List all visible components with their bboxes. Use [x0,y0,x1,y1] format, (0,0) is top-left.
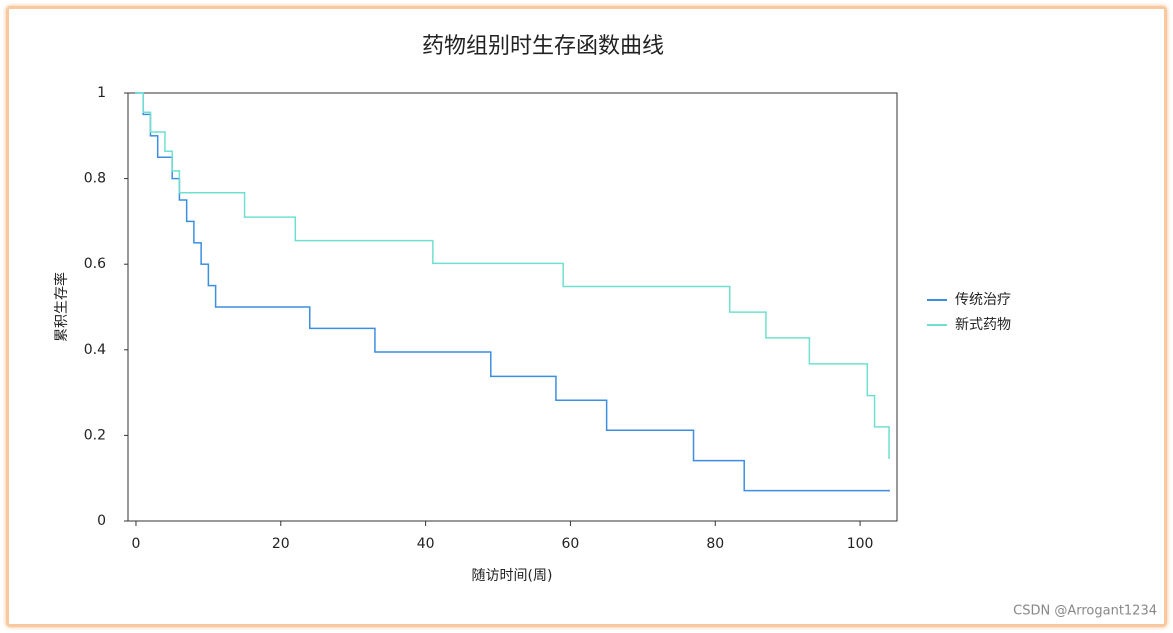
y-tick-label: 0.2 [84,427,106,443]
frame [6,6,1167,627]
plot-frame [127,92,898,522]
watermark: CSDN @Arrogant1234 [1013,604,1157,619]
x-tick-label: 60 [562,536,580,552]
y-tick-label: 0.8 [84,171,106,187]
y-tick-label: 0 [97,513,106,529]
y-axis-label: 累积生存率 [53,272,70,342]
legend-label: 传统治疗 [955,292,1011,308]
x-tick-label: 20 [272,536,290,552]
legend-label: 新式药物 [955,317,1011,333]
x-tick-label: 40 [417,536,435,552]
x-axis-label: 随访时间(周) [472,568,553,584]
x-tick-label: 0 [132,536,141,552]
y-tick-label: 0.6 [84,256,106,272]
y-tick-label: 1 [97,85,106,101]
y-tick-label: 0.4 [84,342,106,358]
chart-title: 药物组别时生存函数曲线 [422,34,664,59]
x-tick-label: 80 [706,536,724,552]
x-tick-label: 100 [847,536,874,552]
